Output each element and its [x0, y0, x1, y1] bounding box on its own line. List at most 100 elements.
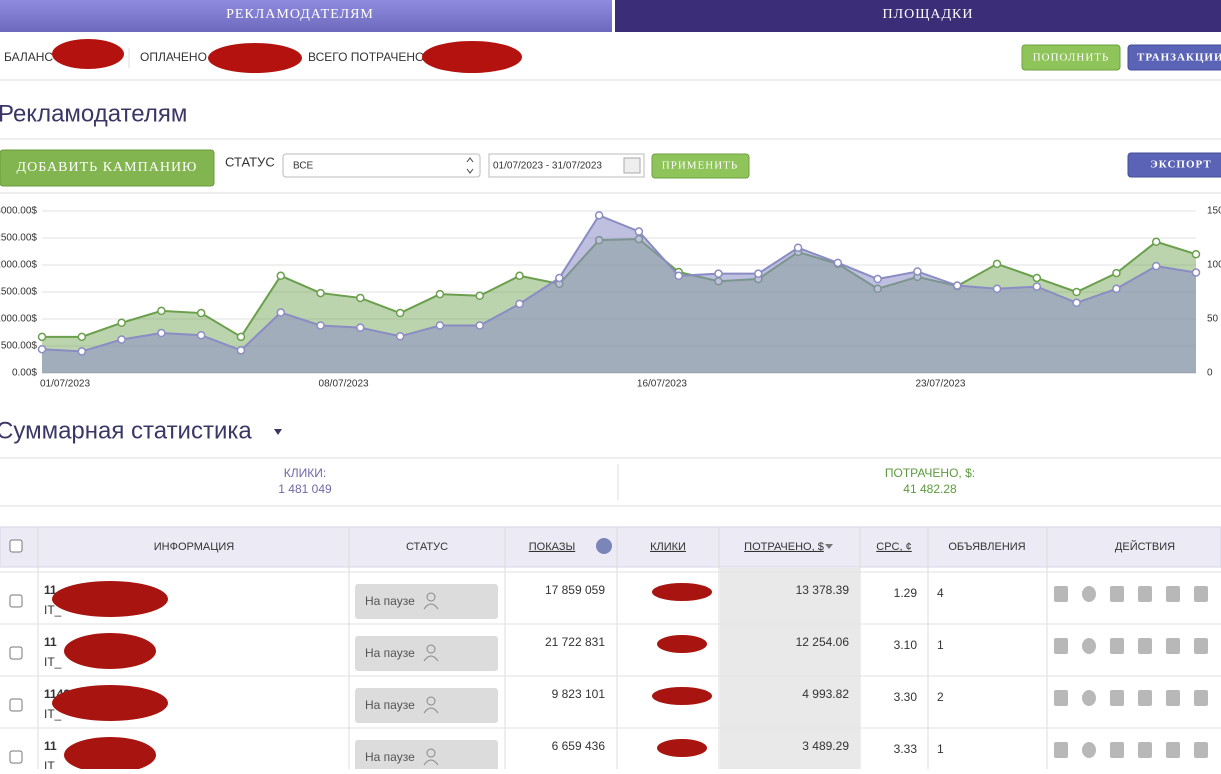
- action-icon[interactable]: [1138, 690, 1152, 706]
- point[interactable]: [833, 258, 843, 268]
- button[interactable]: [1127, 152, 1221, 178]
- action-icon[interactable]: [1138, 586, 1152, 602]
- dropdown-arrow[interactable]: [274, 429, 282, 435]
- tab[interactable]: [0, 0, 612, 32]
- point[interactable]: [77, 332, 87, 342]
- action-icon[interactable]: [1194, 742, 1208, 758]
- point[interactable]: [634, 227, 644, 236]
- point[interactable]: [236, 332, 246, 342]
- point[interactable]: [276, 308, 286, 317]
- point[interactable]: [435, 321, 445, 330]
- point[interactable]: [992, 259, 1002, 269]
- point[interactable]: [157, 328, 166, 338]
- action-icon[interactable]: [1166, 586, 1180, 602]
- status-badge[interactable]: [355, 636, 498, 671]
- action-icon[interactable]: [1138, 638, 1152, 654]
- action-icon[interactable]: [1082, 638, 1096, 654]
- action-icon[interactable]: [1082, 586, 1096, 602]
- action-icon[interactable]: [1110, 638, 1124, 654]
- point[interactable]: [1151, 261, 1161, 271]
- calendar-icon[interactable]: [623, 157, 641, 174]
- point[interactable]: [1112, 268, 1121, 278]
- action-icon[interactable]: [1110, 690, 1124, 706]
- status-badge[interactable]: [355, 740, 498, 774]
- point[interactable]: [475, 321, 484, 330]
- point[interactable]: [515, 271, 524, 281]
- point[interactable]: [873, 274, 882, 284]
- checkbox[interactable]: [9, 646, 23, 660]
- point[interactable]: [196, 330, 206, 340]
- point[interactable]: [117, 318, 126, 328]
- point[interactable]: [37, 344, 47, 354]
- checkbox[interactable]: [9, 539, 23, 553]
- tab[interactable]: [615, 0, 1221, 32]
- summary-value: 41 482.28: [903, 482, 957, 496]
- point[interactable]: [754, 269, 763, 278]
- point[interactable]: [356, 293, 365, 303]
- action-icon[interactable]: [1054, 742, 1068, 758]
- date-input[interactable]: [488, 153, 645, 178]
- point[interactable]: [913, 267, 922, 276]
- point[interactable]: [395, 308, 405, 318]
- point[interactable]: [515, 299, 524, 309]
- status-badge[interactable]: [355, 584, 498, 619]
- button[interactable]: [1021, 44, 1121, 71]
- point[interactable]: [77, 347, 87, 356]
- button[interactable]: [0, 149, 215, 187]
- status-badge[interactable]: [355, 688, 498, 723]
- point[interactable]: [1191, 268, 1201, 277]
- point[interactable]: [1072, 298, 1081, 308]
- point[interactable]: [952, 281, 962, 290]
- action-icon[interactable]: [1194, 690, 1208, 706]
- action-icon[interactable]: [1082, 742, 1096, 758]
- button[interactable]: [1127, 44, 1221, 71]
- point[interactable]: [316, 321, 325, 330]
- point[interactable]: [196, 308, 206, 318]
- action-icon[interactable]: [1166, 638, 1180, 654]
- point[interactable]: [435, 289, 445, 299]
- action-icon[interactable]: [1166, 742, 1180, 758]
- redaction: [52, 581, 168, 617]
- point[interactable]: [793, 243, 803, 252]
- point[interactable]: [236, 346, 246, 355]
- point[interactable]: [1032, 273, 1042, 283]
- checkbox[interactable]: [9, 698, 23, 712]
- action-icon[interactable]: [1082, 690, 1096, 706]
- point[interactable]: [395, 332, 405, 341]
- action-icon[interactable]: [1138, 742, 1152, 758]
- column-header[interactable]: ПОТРАЧЕНО, $: [744, 541, 824, 553]
- checkbox[interactable]: [9, 594, 23, 608]
- point[interactable]: [594, 211, 604, 220]
- point[interactable]: [157, 306, 166, 316]
- checkbox[interactable]: [9, 750, 23, 764]
- point[interactable]: [1151, 237, 1161, 247]
- action-icon[interactable]: [1194, 586, 1208, 602]
- point[interactable]: [1112, 284, 1121, 294]
- action-icon[interactable]: [1110, 586, 1124, 602]
- point[interactable]: [1191, 249, 1201, 259]
- point[interactable]: [714, 269, 723, 278]
- column-header[interactable]: ПОКАЗЫ: [529, 541, 575, 553]
- point[interactable]: [475, 291, 484, 301]
- action-icon[interactable]: [1166, 690, 1180, 706]
- point[interactable]: [1072, 287, 1081, 297]
- action-icon[interactable]: [1194, 638, 1208, 654]
- select[interactable]: [282, 153, 481, 178]
- action-icon[interactable]: [1054, 638, 1068, 654]
- button[interactable]: [651, 153, 750, 179]
- point[interactable]: [276, 271, 286, 281]
- info-icon[interactable]: [596, 538, 612, 554]
- point[interactable]: [356, 323, 365, 332]
- point[interactable]: [316, 288, 325, 298]
- column-header[interactable]: КЛИКИ: [650, 541, 686, 553]
- point[interactable]: [555, 273, 564, 283]
- point[interactable]: [992, 284, 1002, 294]
- point[interactable]: [674, 271, 683, 281]
- point[interactable]: [1032, 282, 1042, 291]
- action-icon[interactable]: [1054, 690, 1068, 706]
- point[interactable]: [117, 335, 126, 344]
- point[interactable]: [37, 332, 47, 342]
- column-header[interactable]: CPC, ¢: [876, 541, 911, 553]
- action-icon[interactable]: [1054, 586, 1068, 602]
- action-icon[interactable]: [1110, 742, 1124, 758]
